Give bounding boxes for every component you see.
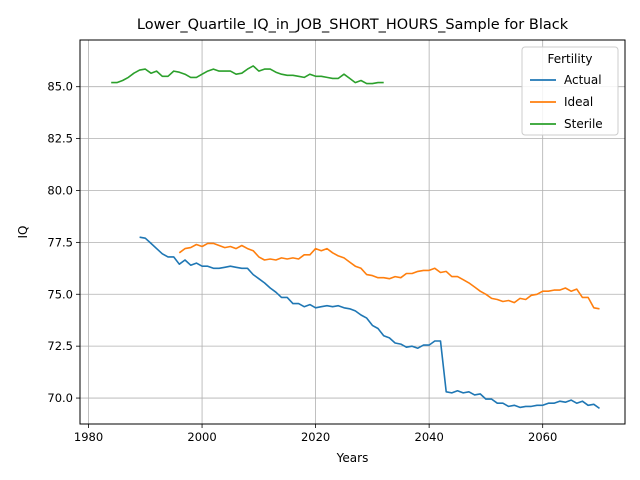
series-line-ideal bbox=[178, 242, 600, 310]
y-tick-label: 80.0 bbox=[47, 183, 73, 197]
x-tick-label: 1980 bbox=[74, 430, 103, 444]
legend-label-sterile: Sterile bbox=[564, 117, 603, 131]
legend: Fertility Actual Ideal Sterile bbox=[521, 46, 619, 136]
x-tick-label: 2040 bbox=[415, 430, 444, 444]
series-line-sterile bbox=[111, 65, 384, 85]
grid bbox=[80, 40, 625, 424]
y-tick-label: 72.5 bbox=[47, 339, 73, 353]
ticks: 1980 2000 2020 2040 2060 70.0 72.5 75.0 77.5 80.0… bbox=[47, 80, 557, 444]
legend-title: Fertility bbox=[547, 52, 592, 66]
x-tick-label: 2060 bbox=[528, 430, 557, 444]
y-tick-label: 75.0 bbox=[47, 287, 73, 301]
y-tick-label: 70.0 bbox=[47, 391, 73, 405]
series-line-actual bbox=[139, 236, 600, 410]
y-axis-label: IQ bbox=[16, 226, 30, 239]
y-tick-label: 82.5 bbox=[47, 132, 73, 146]
legend-label-actual: Actual bbox=[564, 73, 602, 87]
x-tick-label: 2000 bbox=[187, 430, 216, 444]
y-tick-label: 85.0 bbox=[47, 80, 73, 94]
legend-entries: Actual Ideal Sterile bbox=[530, 73, 603, 131]
chart-title: Lower_Quartile_IQ_in_JOB_SHORT_HOURS_Sam… bbox=[137, 17, 569, 33]
legend-box bbox=[521, 46, 619, 136]
y-tick-label: 77.5 bbox=[47, 235, 73, 249]
axes-frame bbox=[79, 39, 626, 425]
legend-label-ideal: Ideal bbox=[564, 95, 593, 109]
series-group bbox=[111, 65, 600, 410]
x-tick-label: 2020 bbox=[301, 430, 330, 444]
x-axis-label: Years bbox=[336, 451, 369, 465]
